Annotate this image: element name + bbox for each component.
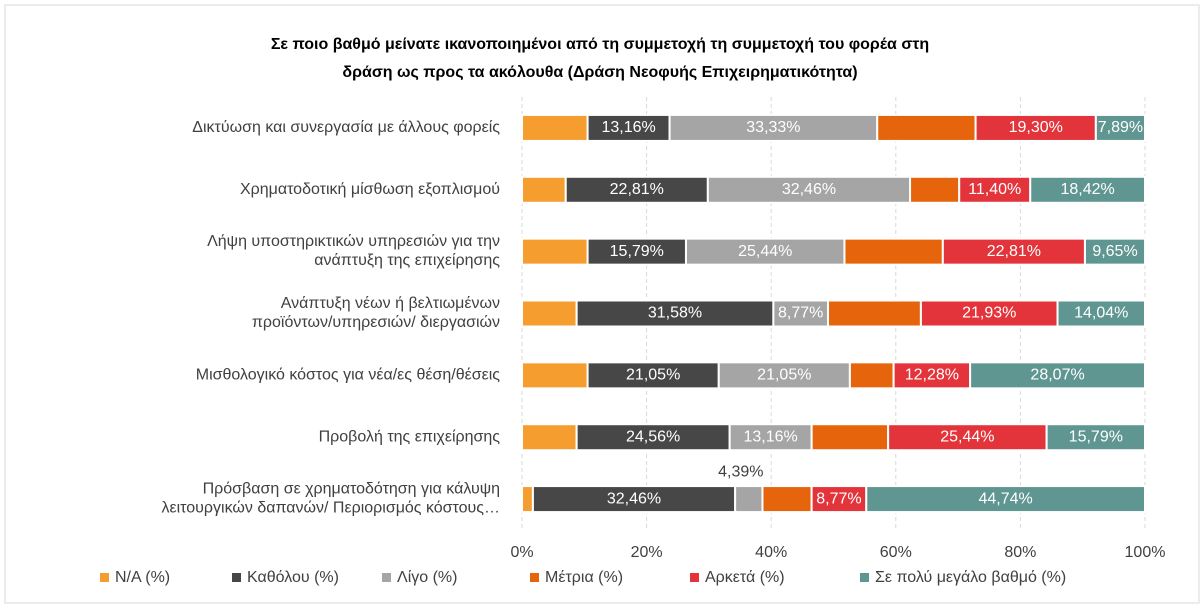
bar-segment xyxy=(974,113,1097,142)
bar-segment xyxy=(586,113,671,142)
legend-label: Καθόλου (%) xyxy=(247,569,339,586)
data-label: 14,04% xyxy=(1074,305,1128,322)
data-label: 15,79% xyxy=(610,243,664,260)
x-tick-label: 0% xyxy=(510,544,533,561)
data-label: 18,42% xyxy=(1060,181,1114,198)
y-tick-label: Πρόσβαση σε χρηματοδότηση για κάλυψη λειτ… xyxy=(161,481,500,517)
bar-segment xyxy=(827,299,922,328)
data-label: 15,79% xyxy=(1069,428,1123,445)
chart-title: Σε ποιο βαθμό μείνατε ικανοποιημένοι από… xyxy=(271,36,929,53)
data-label: 21,93% xyxy=(962,305,1016,322)
legend-swatch xyxy=(232,573,241,582)
legend-swatch xyxy=(860,573,869,582)
bar-segment xyxy=(586,361,720,390)
y-tick-label: Μισθολογικό κόστος για νέα/ες θέση/θέσει… xyxy=(196,367,501,384)
y-tick-label: Λήψη υποστηρικτικών υπηρεσιών για την ανά… xyxy=(207,233,500,269)
legend-swatch xyxy=(690,573,699,582)
data-label: 13,16% xyxy=(601,119,655,136)
bar-segment xyxy=(1056,299,1146,328)
data-label: 32,46% xyxy=(607,490,661,507)
x-tick-label: 60% xyxy=(880,544,912,561)
data-label: 33,33% xyxy=(746,119,800,136)
bar-segment xyxy=(521,113,589,142)
bar-segment xyxy=(1094,113,1147,142)
bar-segment xyxy=(810,485,868,514)
data-label: 31,58% xyxy=(648,305,702,322)
bar-segment xyxy=(909,175,961,204)
bar-segment xyxy=(772,299,830,328)
x-tick-label: 100% xyxy=(1125,544,1166,561)
data-label: 25,44% xyxy=(738,243,792,260)
bar-segment xyxy=(1045,423,1146,452)
legend-label: Αρκετά (%) xyxy=(705,569,785,586)
legend-label: N/A (%) xyxy=(115,569,170,586)
bar-segment xyxy=(575,299,775,328)
data-label: 8,77% xyxy=(778,305,823,322)
data-label: 11,40% xyxy=(968,181,1021,198)
data-label: 28,07% xyxy=(1030,367,1084,384)
data-label: 9,65% xyxy=(1092,243,1137,260)
data-label: 12,28% xyxy=(905,367,959,384)
legend-swatch xyxy=(382,573,391,582)
bar-segment xyxy=(941,237,1086,266)
data-label: 4,39% xyxy=(718,463,763,480)
data-label: 13,16% xyxy=(744,428,798,445)
bar-segment xyxy=(521,299,578,328)
data-label: 24,56% xyxy=(626,428,680,445)
bar-segment xyxy=(865,485,1146,514)
data-label: 21,05% xyxy=(757,367,811,384)
x-tick-label: 80% xyxy=(1004,544,1036,561)
bar-segment xyxy=(876,113,977,142)
bar-segment xyxy=(586,237,687,266)
bar-segment xyxy=(761,485,813,514)
legend-swatch xyxy=(530,573,539,582)
data-label: 22,81% xyxy=(987,243,1041,260)
y-tick-label: Δικτύωση και συνεργασία με άλλους φορείς xyxy=(192,119,500,136)
bar-segment xyxy=(575,423,731,452)
bar-segment xyxy=(1029,175,1147,204)
y-tick-label: Προβολή της επιχείρησης xyxy=(319,428,501,445)
data-label: 44,74% xyxy=(979,490,1033,507)
bar-segment xyxy=(521,237,589,266)
bar-segment xyxy=(734,485,764,514)
legend-label: Σε πολύ μεγάλο βαθμό (%) xyxy=(875,569,1066,586)
bar-segment xyxy=(810,423,890,452)
x-tick-label: 20% xyxy=(631,544,663,561)
data-label: 19,30% xyxy=(1009,119,1063,136)
data-label: 21,05% xyxy=(626,367,680,384)
data-label: 8,77% xyxy=(816,490,861,507)
data-label: 25,44% xyxy=(940,428,994,445)
bar-segment xyxy=(521,175,567,204)
bar-segment xyxy=(887,423,1048,452)
legend-swatch xyxy=(100,573,109,582)
bar-segment xyxy=(848,361,895,390)
bar-segment xyxy=(684,237,846,266)
data-label: 32,46% xyxy=(782,181,836,198)
bar-segment xyxy=(969,361,1146,390)
legend-label: Μέτρια (%) xyxy=(545,569,623,586)
legend-label: Λίγο (%) xyxy=(397,569,457,586)
bar-segment xyxy=(564,175,709,204)
y-tick-label: Χρηματοδοτική μίσθωση εξοπλισμού xyxy=(240,181,500,198)
bar-segment xyxy=(892,361,972,390)
chart-title: δράση ως προς τα ακόλουθα (Δράση Νεοφυής… xyxy=(342,64,857,81)
y-tick-label: Ανάπτυξη νέων ή βελτιωμένων προϊόντων/υπη… xyxy=(252,295,500,331)
bar-segment xyxy=(521,361,589,390)
bar-segment xyxy=(521,485,534,514)
bar-segment xyxy=(1083,237,1147,266)
bar-segment xyxy=(668,113,879,142)
x-tick-label: 40% xyxy=(755,544,787,561)
bar-segment xyxy=(531,485,737,514)
data-label: 7,89% xyxy=(1098,119,1143,136)
bar-segment xyxy=(521,423,578,452)
bar-segment xyxy=(843,237,944,266)
data-label: 22,81% xyxy=(610,181,664,198)
